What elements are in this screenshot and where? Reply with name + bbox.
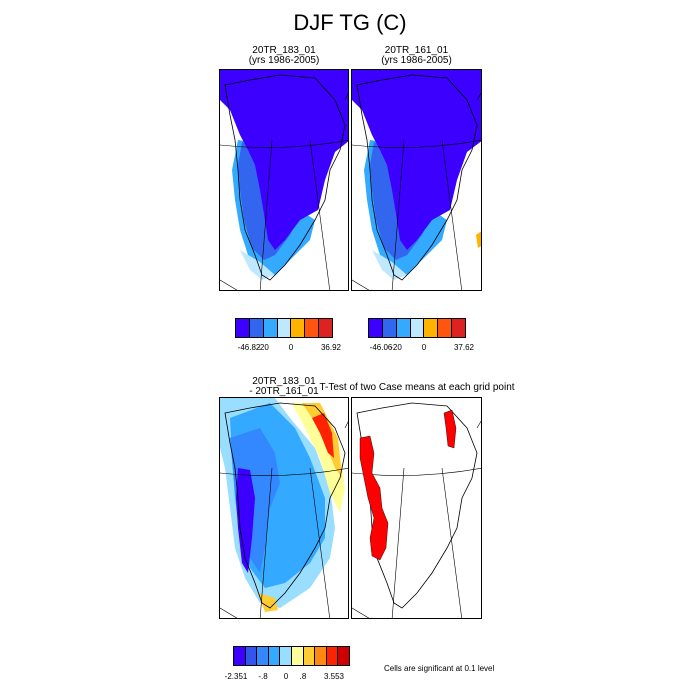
panel2-map [351,69,482,291]
cb3-tick-max: 3.553 [323,672,345,681]
panel1-map [219,69,349,291]
panel4-significant-cells-east [443,409,457,449]
cb3-swatch-2 [245,647,258,665]
panel2-years: (yrs 1986-2005) [381,55,452,66]
panel1-region-cold [220,70,348,250]
colorbar-2 [368,318,466,338]
cb3-swatch-7 [303,647,316,665]
cb3-tick-min: -2.351 [224,672,248,681]
panel3-bottom-orange [258,593,278,612]
panel3-warm-strip-orange [302,403,342,478]
cb3-swatch-6 [291,647,304,665]
panel4-title: T-Test of two Case means at each grid po… [319,382,515,393]
panel3-case-a: 20TR_183_01 [252,376,316,387]
panel3-warm-strip-red [312,413,334,458]
panel4-significant-cells-west [359,435,389,561]
cb3-tick-2: 0 [283,672,289,681]
panel4-map [351,397,482,619]
panel2-region-cold [352,70,481,250]
panel3-region-cold [236,468,255,573]
panel2-title: 20TR_161_01 (yrs 1986-2005) [351,46,482,66]
panel4-graticule [352,420,481,618]
cb1-tick-min: -46.82 [237,343,261,352]
cb2-tick-min: -46.06 [369,343,393,352]
cb2-swatch-7 [452,319,466,337]
panel2-pale-edge [372,250,407,280]
cb2-swatch-1 [369,319,383,337]
cb3-swatch-3 [257,647,269,665]
panel1-pale-edge [240,250,275,280]
panel3-region-midblue [230,428,280,573]
colorbar-1 [235,318,333,338]
cb1-swatch-3 [263,319,278,337]
panel3-case-b: - 20TR_161_01 [249,386,319,397]
panel2-warm-spot [476,231,481,248]
panel1-case-name: 20TR_183_01 [252,45,316,56]
cb1-swatch-5 [291,319,306,337]
cb1-tick-2: 0 [288,343,294,352]
cb3-swatch-10 [338,647,349,665]
figure-title: DJF TG (C) [293,10,407,35]
cb1-swatch-1 [236,319,250,337]
panel3-coastline [224,402,346,609]
cb3-swatch-8 [315,647,327,665]
cb2-tick-1: -20 [390,343,402,352]
panel1-coastline [224,74,346,281]
cb1-swatch-6 [305,319,320,337]
cb1-swatch-7 [319,319,333,337]
colorbar-3 [233,646,350,666]
significance-note: Cells are significant at 0.1 level [384,664,495,673]
cb2-swatch-4 [410,319,425,337]
panel1-graticule [220,93,348,290]
cb3-swatch-9 [326,647,339,665]
cb2-tick-max: 37.62 [453,343,475,352]
panel1-title: 20TR_183_01 (yrs 1986-2005) [219,46,349,66]
cb3-swatch-5 [280,647,292,665]
panel4-coastline [356,402,478,609]
panel3-title: 20TR_183_01 - 20TR_161_01 [219,377,349,397]
cb2-tick-2: 0 [421,343,427,352]
cb1-tick-max: 36.92 [320,343,342,352]
panel3-map [219,397,349,619]
cb1-tick-1: -20 [257,343,269,352]
panel2-coastline [356,74,478,281]
cb3-swatch-1 [234,647,246,665]
panel1-years: (yrs 1986-2005) [248,55,320,66]
panel2-case-name: 20TR_161_01 [384,45,449,56]
cb2-swatch-2 [382,319,397,337]
panel3-graticule [220,421,348,618]
cb2-swatch-6 [438,319,453,337]
cb3-tick-1: -.8 [258,672,268,681]
cb1-swatch-4 [277,319,292,337]
cb3-swatch-4 [268,647,281,665]
panel2-graticule [352,92,481,290]
cb3-tick-3: .8 [299,672,307,681]
cb1-swatch-2 [249,319,264,337]
cb2-swatch-3 [396,319,411,337]
cb2-swatch-5 [424,319,439,337]
